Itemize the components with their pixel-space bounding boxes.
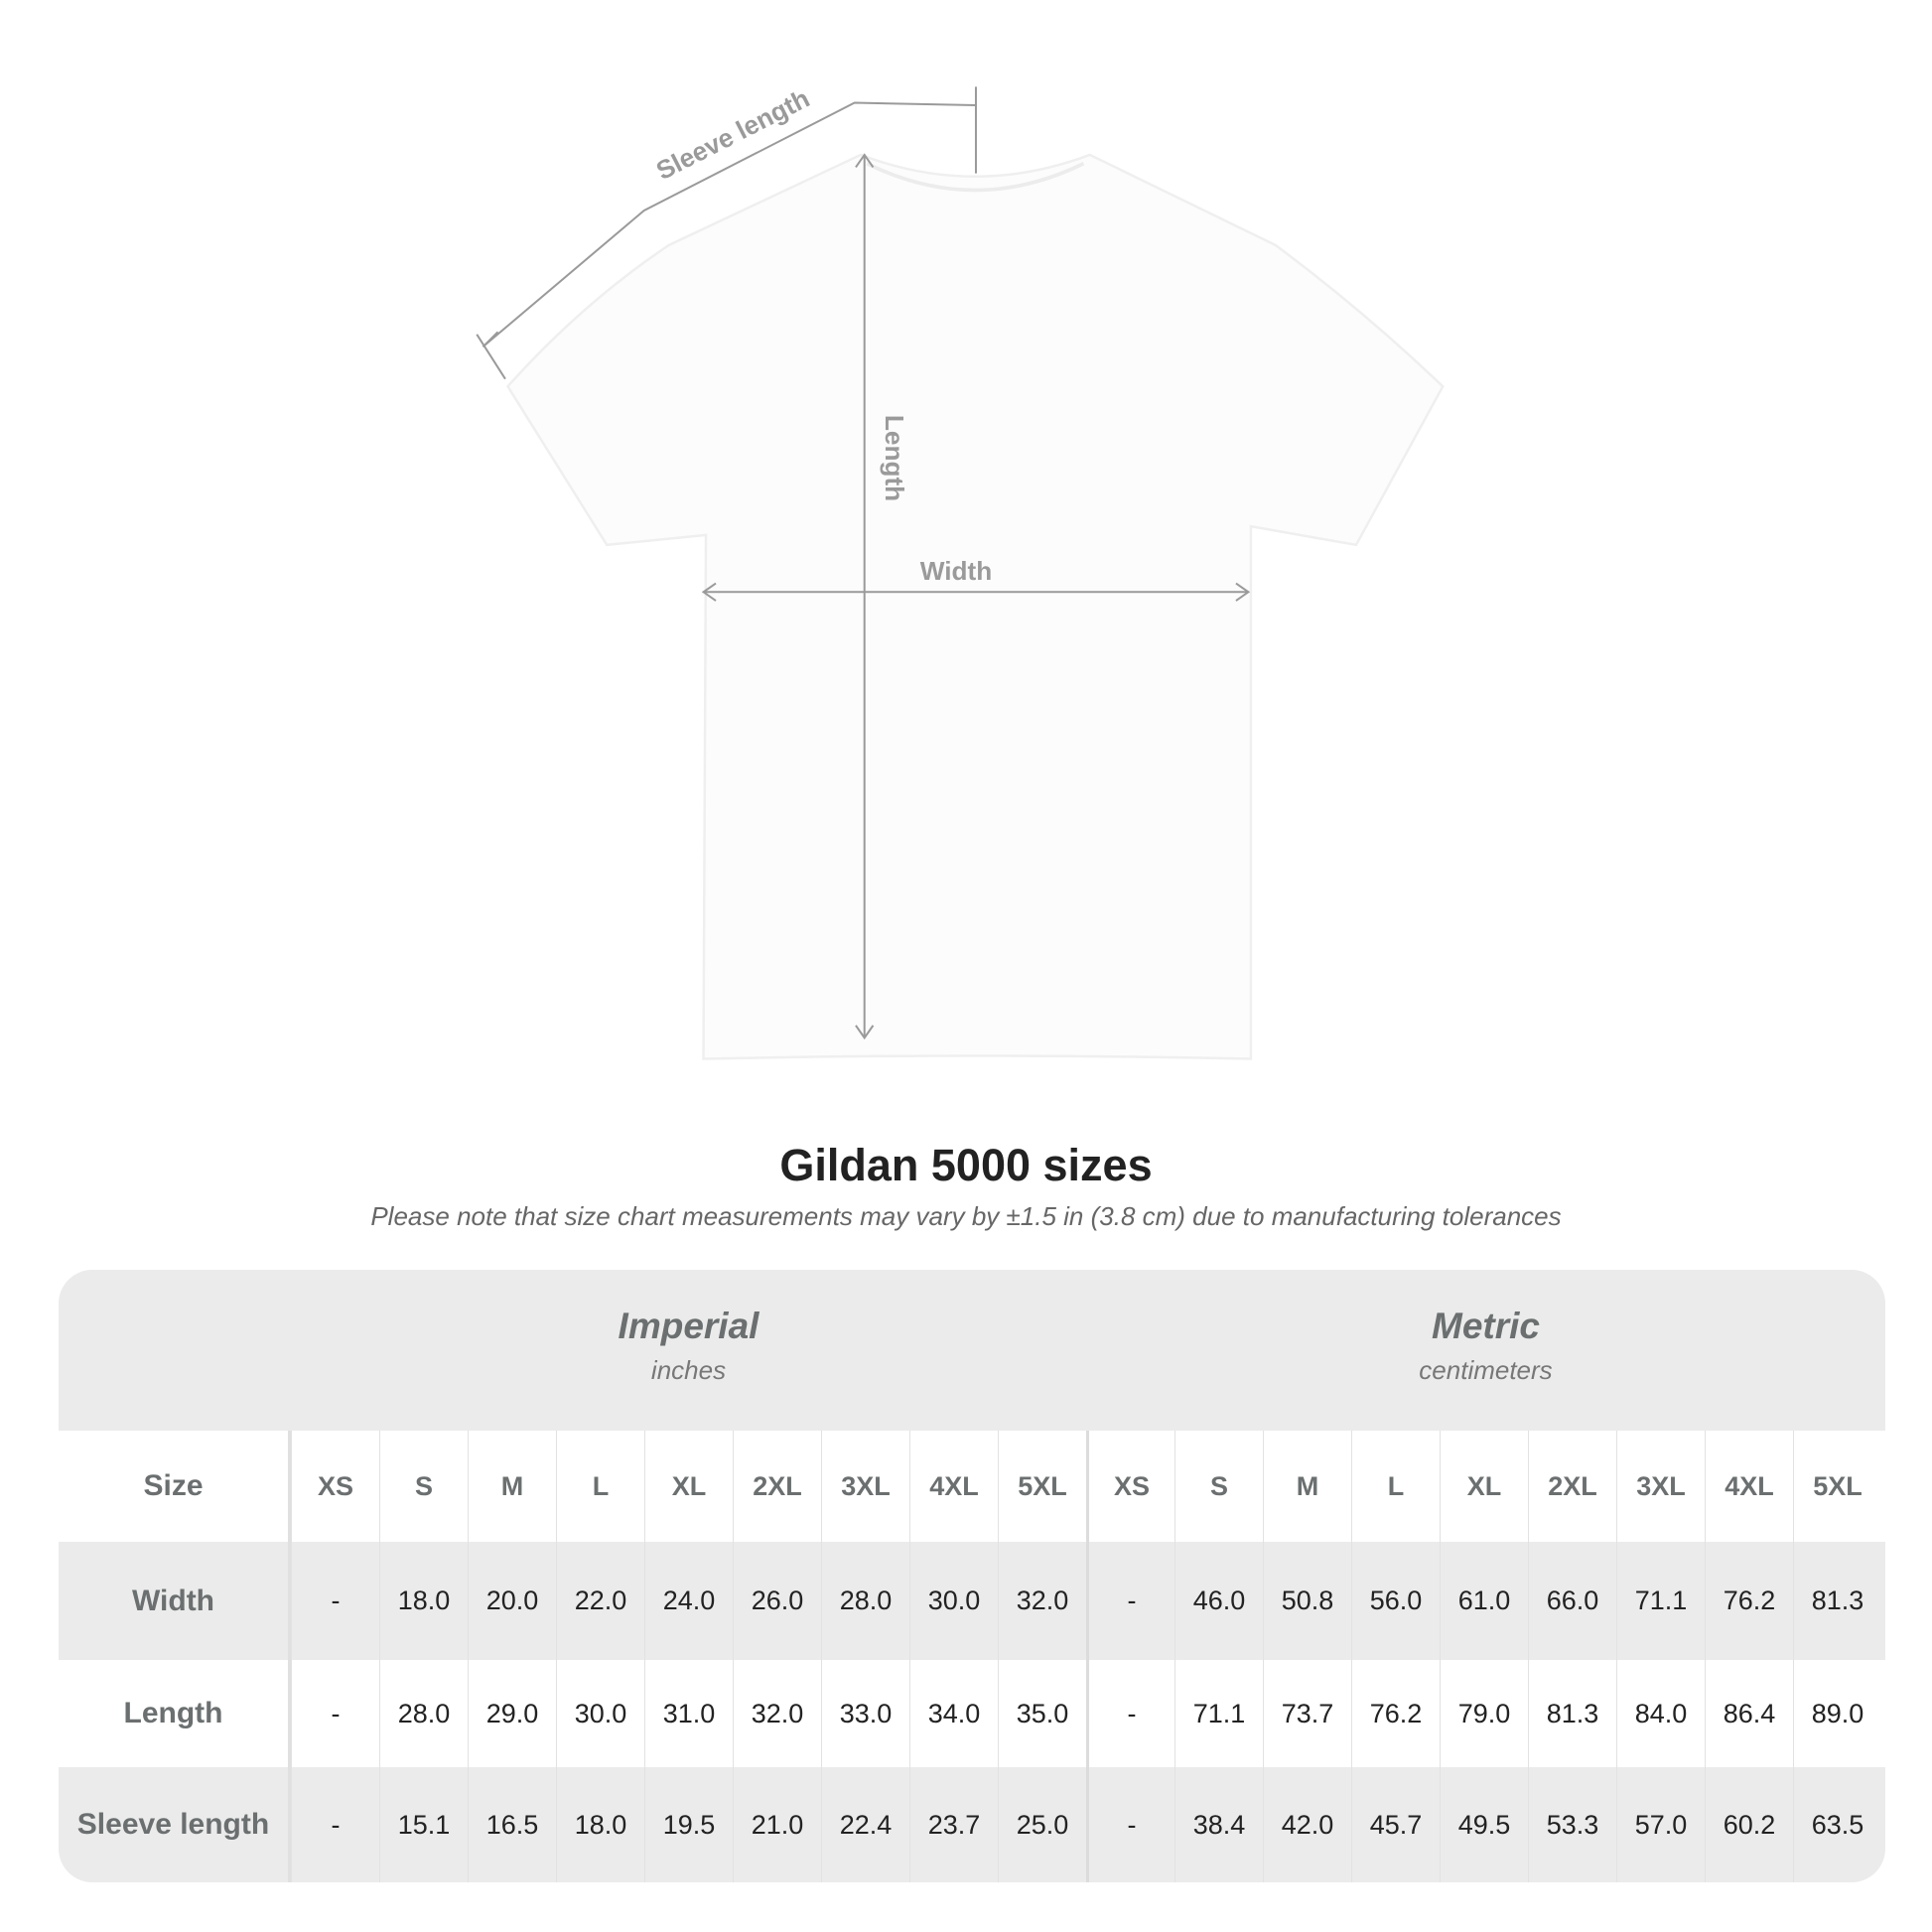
table-cell: 73.7 <box>1263 1660 1351 1767</box>
tshirt-shape <box>505 153 1445 1060</box>
table-cell: 57.0 <box>1616 1767 1705 1882</box>
table-cell: 31.0 <box>644 1660 733 1767</box>
length-label: Length <box>880 415 909 501</box>
table-cell: 50.8 <box>1263 1542 1351 1660</box>
table-cell: 84.0 <box>1616 1660 1705 1767</box>
table-cell: 21.0 <box>733 1767 821 1882</box>
size-header-cell: 5XL <box>998 1431 1086 1542</box>
tolerance-note: Please note that size chart measurements… <box>370 1201 1562 1231</box>
table-cell: 76.2 <box>1351 1660 1440 1767</box>
size-label: Size <box>59 1431 291 1542</box>
table-cell: 38.4 <box>1174 1767 1263 1882</box>
metric-unit: centimeters <box>1419 1355 1553 1385</box>
table-row-width: Width -18.0 20.0 22.0 24.0 26.0 28.0 30.0 32.0-4… <box>59 1542 1885 1660</box>
size-header-cell: S <box>379 1431 468 1542</box>
size-header-cell: L <box>1351 1431 1440 1542</box>
table-cell: 49.5 <box>1440 1767 1528 1882</box>
table-cell: - <box>291 1767 379 1882</box>
row-label: Length <box>59 1660 291 1767</box>
size-header-cell: XS <box>1086 1431 1174 1542</box>
table-cell: 30.0 <box>556 1660 644 1767</box>
table-cell: 53.3 <box>1528 1767 1616 1882</box>
table-cell: 15.1 <box>379 1767 468 1882</box>
table-cell: 23.7 <box>909 1767 998 1882</box>
size-header-cell: 4XL <box>1705 1431 1793 1542</box>
imperial-title: Imperial <box>618 1306 759 1346</box>
unit-header-band <box>59 1270 1885 1431</box>
table-cell: 60.2 <box>1705 1767 1793 1882</box>
table-cell: 46.0 <box>1174 1542 1263 1660</box>
size-header-cell: S <box>1174 1431 1263 1542</box>
table-row-length: Length -28.0 29.0 30.0 31.0 32.0 33.0 34.0 35.0-… <box>59 1660 1885 1767</box>
table-cell: - <box>1086 1660 1174 1767</box>
dimension-lines <box>476 86 1251 1040</box>
sleeve-length-line <box>482 101 976 348</box>
table-cell: 32.0 <box>998 1542 1086 1660</box>
metric-title: Metric <box>1432 1306 1540 1346</box>
table-row-sleeve-length: Sleeve length -15.1 16.5 18.0 19.5 21.0 22.4 23… <box>59 1767 1885 1882</box>
table-cell: 20.0 <box>468 1542 556 1660</box>
table-cell: 56.0 <box>1351 1542 1440 1660</box>
table-cell: 76.2 <box>1705 1542 1793 1660</box>
table-cell: - <box>1086 1542 1174 1660</box>
table-cell: 42.0 <box>1263 1767 1351 1882</box>
collar <box>866 161 1085 193</box>
table-cell: 24.0 <box>644 1542 733 1660</box>
size-header-cell: 4XL <box>909 1431 998 1542</box>
table-cell: 61.0 <box>1440 1542 1528 1660</box>
size-header-cell: 3XL <box>821 1431 909 1542</box>
size-header-cell: 5XL <box>1793 1431 1881 1542</box>
table-cell: 89.0 <box>1793 1660 1881 1767</box>
table-cell: 25.0 <box>998 1767 1086 1882</box>
table-cell: 22.4 <box>821 1767 909 1882</box>
sleeve-length-label: Sleeve length <box>651 83 814 186</box>
table-cell: 35.0 <box>998 1660 1086 1767</box>
table-cell: - <box>291 1660 379 1767</box>
table-cell: 29.0 <box>468 1660 556 1767</box>
table-cell: 71.1 <box>1174 1660 1263 1767</box>
size-header-cell: 2XL <box>1528 1431 1616 1542</box>
size-header-cell: 3XL <box>1616 1431 1705 1542</box>
size-header-row: Size XS S M L XL 2XL 3XL 4XL 5XL XS S M L XL 2XL 3XL 4XL… <box>59 1431 1885 1542</box>
size-header-cell: M <box>1263 1431 1351 1542</box>
size-header-cell: XS <box>291 1431 379 1542</box>
table-cell: 33.0 <box>821 1660 909 1767</box>
table-cell: 18.0 <box>379 1542 468 1660</box>
size-header-cell: 2XL <box>733 1431 821 1542</box>
table-cell: 63.5 <box>1793 1767 1881 1882</box>
size-table: Imperial inches Metric centimeters Size … <box>59 1270 1885 1882</box>
metric-header: Metric centimeters <box>1086 1270 1885 1431</box>
table-cell: 22.0 <box>556 1542 644 1660</box>
width-label: Width <box>920 556 992 586</box>
table-cell: - <box>1086 1767 1174 1882</box>
row-label: Width <box>59 1542 291 1660</box>
table-cell: 34.0 <box>909 1660 998 1767</box>
table-cell: 19.5 <box>644 1767 733 1882</box>
table-cell: 28.0 <box>379 1660 468 1767</box>
page-title: Gildan 5000 sizes <box>779 1140 1153 1190</box>
table-cell: 16.5 <box>468 1767 556 1882</box>
row-label: Sleeve length <box>59 1767 291 1882</box>
table-cell: 45.7 <box>1351 1767 1440 1882</box>
table-cell: 28.0 <box>821 1542 909 1660</box>
table-cell: - <box>291 1542 379 1660</box>
size-header-cell: XL <box>1440 1431 1528 1542</box>
size-header-cell: L <box>556 1431 644 1542</box>
table-cell: 18.0 <box>556 1767 644 1882</box>
table-cell: 79.0 <box>1440 1660 1528 1767</box>
table-cell: 66.0 <box>1528 1542 1616 1660</box>
table-cell: 86.4 <box>1705 1660 1793 1767</box>
table-cell: 32.0 <box>733 1660 821 1767</box>
size-header-cell: XL <box>644 1431 733 1542</box>
table-cell: 81.3 <box>1528 1660 1616 1767</box>
table-cell: 81.3 <box>1793 1542 1881 1660</box>
size-header-cell: M <box>468 1431 556 1542</box>
table-cell: 30.0 <box>909 1542 998 1660</box>
table-cell: 71.1 <box>1616 1542 1705 1660</box>
imperial-unit: inches <box>650 1355 727 1385</box>
table-cell: 26.0 <box>733 1542 821 1660</box>
imperial-header: Imperial inches <box>291 1270 1086 1431</box>
